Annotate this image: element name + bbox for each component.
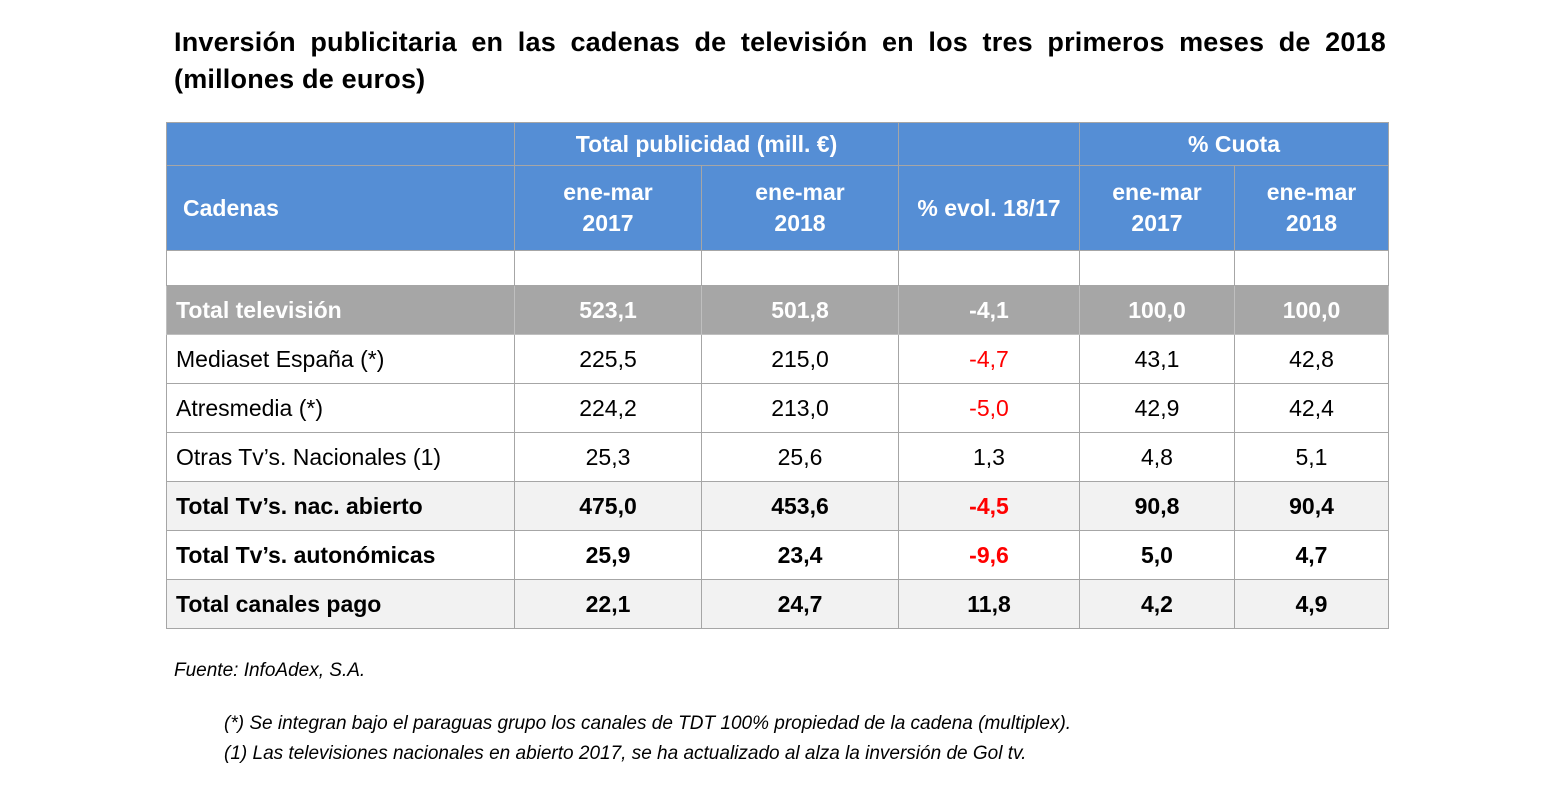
table-row: Total canales pago 22,1 24,7 11,8 4,2 4,… <box>166 579 1389 629</box>
table-row: Total Tv’s. autonómicas 25,9 23,4 -9,6 5… <box>166 530 1389 580</box>
share-2017: 90,8 <box>1079 481 1235 531</box>
share-2018: 100,0 <box>1234 285 1389 335</box>
evolution: -4,5 <box>898 481 1080 531</box>
share-2018: 90,4 <box>1234 481 1389 531</box>
header-blank-evol <box>898 122 1080 166</box>
share-2017: 5,0 <box>1079 530 1235 580</box>
header-share-2018: ene-mar 2018 <box>1234 165 1389 251</box>
table-row: Mediaset España (*) 225,5 215,0 -4,7 43,… <box>166 334 1389 384</box>
value-2018: 23,4 <box>701 530 899 580</box>
share-2017: 4,8 <box>1079 432 1235 482</box>
header-total-publicidad: Total publicidad (mill. €) <box>514 122 899 166</box>
table-row: Total Tv’s. nac. abierto 475,0 453,6 -4,… <box>166 481 1389 531</box>
value-2017: 225,5 <box>514 334 702 384</box>
value-2017: 22,1 <box>514 579 702 629</box>
header-share-2017-year: 2017 <box>1131 210 1183 236</box>
value-2018: 501,8 <box>701 285 899 335</box>
evolution: -4,7 <box>898 334 1080 384</box>
share-2018: 4,7 <box>1234 530 1389 580</box>
value-2017: 224,2 <box>514 383 702 433</box>
share-2018: 4,9 <box>1234 579 1389 629</box>
header-share-2017-period: ene-mar <box>1112 179 1202 205</box>
header-2017-period: ene-mar <box>563 179 653 205</box>
share-2017: 4,2 <box>1079 579 1235 629</box>
header-2017-year: 2017 <box>582 210 634 236</box>
channel-name: Atresmedia (*) <box>166 383 515 433</box>
value-2018: 25,6 <box>701 432 899 482</box>
share-2018: 42,8 <box>1234 334 1389 384</box>
channel-name: Total televisión <box>166 285 515 335</box>
header-row-columns: Cadenas ene-mar 2017 ene-mar 2018 % evol… <box>166 165 1389 251</box>
header-row-groups: Total publicidad (mill. €) % Cuota <box>166 122 1389 166</box>
channel-name: Total Tv’s. autonómicas <box>166 530 515 580</box>
channel-name: Total canales pago <box>166 579 515 629</box>
header-evol: % evol. 18/17 <box>898 165 1080 251</box>
share-2017: 42,9 <box>1079 383 1235 433</box>
spacer-row <box>166 250 1389 286</box>
share-2017: 43,1 <box>1079 334 1235 384</box>
share-2017: 100,0 <box>1079 285 1235 335</box>
header-share-2018-year: 2018 <box>1285 210 1338 236</box>
header-cadenas: Cadenas <box>166 165 515 251</box>
evolution: 1,3 <box>898 432 1080 482</box>
header-blank <box>166 122 515 166</box>
share-2018: 42,4 <box>1234 383 1389 433</box>
value-2017: 25,9 <box>514 530 702 580</box>
value-2017: 25,3 <box>514 432 702 482</box>
header-2018: ene-mar 2018 <box>701 165 899 251</box>
footnote-gol-tv: (1) Las televisiones nacionales en abier… <box>224 743 1027 764</box>
advertising-table: Total publicidad (mill. €) % Cuota Caden… <box>166 122 1389 629</box>
value-2017: 523,1 <box>514 285 702 335</box>
evolution: 11,8 <box>898 579 1080 629</box>
evolution: -5,0 <box>898 383 1080 433</box>
header-2017: ene-mar 2017 <box>514 165 702 251</box>
table-row: Atresmedia (*) 224,2 213,0 -5,0 42,9 42,… <box>166 383 1389 433</box>
channel-name: Mediaset España (*) <box>166 334 515 384</box>
footnote-multiplex: (*) Se integran bajo el paraguas grupo l… <box>224 713 1072 734</box>
value-2018: 453,6 <box>701 481 899 531</box>
header-2018-year: 2018 <box>774 210 826 236</box>
source-note: Fuente: InfoAdex, S.A. <box>174 660 366 681</box>
header-share-2017: ene-mar 2017 <box>1079 165 1235 251</box>
share-2018: 5,1 <box>1234 432 1389 482</box>
header-2018-period: ene-mar <box>755 179 845 205</box>
page-title: Inversión publicitaria en las cadenas de… <box>174 27 1386 94</box>
table-row: Otras Tv’s. Nacionales (1) 25,3 25,6 1,3… <box>166 432 1389 482</box>
header-cuota: % Cuota <box>1079 122 1389 166</box>
header-share-2018-period: ene-mar <box>1266 179 1357 205</box>
value-2018: 215,0 <box>701 334 899 384</box>
value-2018: 213,0 <box>701 383 899 433</box>
value-2018: 24,7 <box>701 579 899 629</box>
evolution: -4,1 <box>898 285 1080 335</box>
evolution: -9,6 <box>898 530 1080 580</box>
table-row: Total televisión 523,1 501,8 -4,1 100,0 … <box>166 285 1389 335</box>
channel-name: Total Tv’s. nac. abierto <box>166 481 515 531</box>
channel-name: Otras Tv’s. Nacionales (1) <box>166 432 515 482</box>
value-2017: 475,0 <box>514 481 702 531</box>
